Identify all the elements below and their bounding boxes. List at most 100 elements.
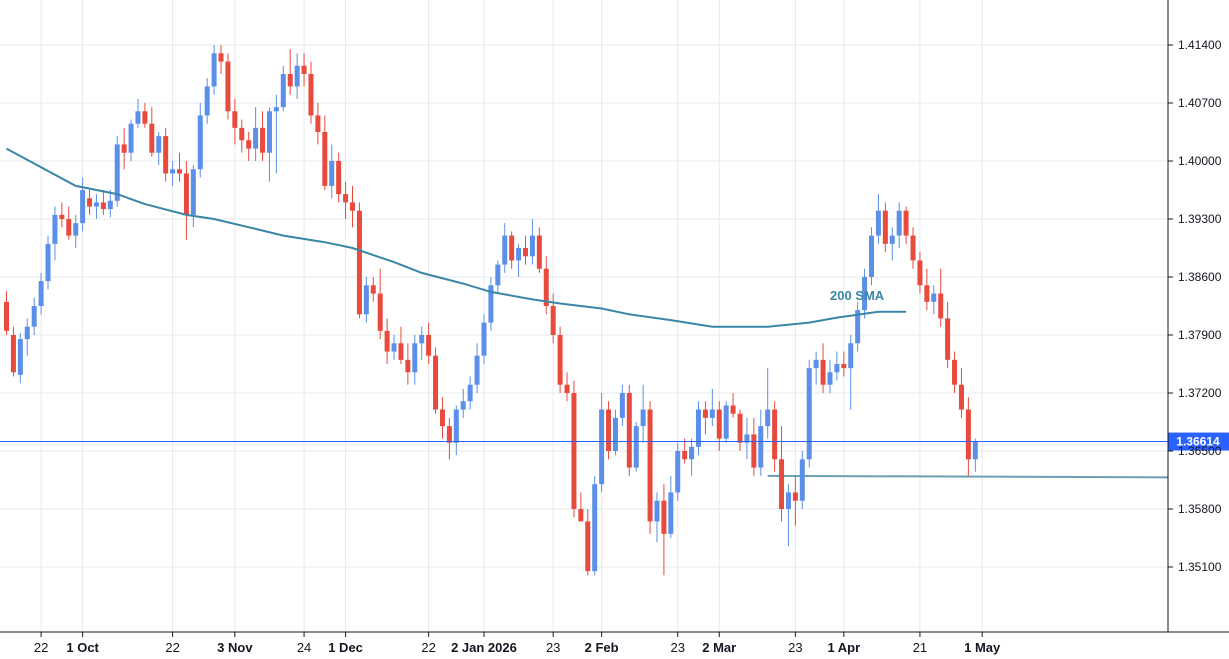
x-tick-label: 21 (913, 640, 927, 655)
candle-body (419, 335, 425, 344)
candle (612, 409, 618, 456)
candle (550, 293, 556, 344)
candle-body (322, 132, 328, 186)
support-line-layer (767, 474, 1169, 479)
candle (308, 61, 314, 124)
candle (453, 405, 459, 456)
candle-body (744, 434, 750, 443)
candle (59, 202, 65, 228)
candle-body (273, 107, 279, 112)
candle (433, 347, 439, 414)
candle (10, 326, 16, 377)
candle-body (308, 74, 314, 116)
candle-body (550, 306, 556, 335)
candle-body (488, 285, 494, 323)
candle-body (585, 521, 591, 572)
candle-body (682, 451, 688, 460)
candle-body (689, 446, 695, 460)
candle-body (862, 277, 868, 311)
candle-body (363, 285, 369, 315)
candle-body (647, 409, 653, 522)
candle (315, 103, 321, 145)
x-tick-label: 23 (546, 640, 560, 655)
candle (391, 335, 397, 360)
candle (523, 235, 528, 265)
candle-body (433, 355, 439, 410)
candle (17, 333, 23, 384)
candle (343, 181, 349, 219)
candle (246, 132, 252, 161)
candle (654, 492, 660, 543)
candle-body (523, 248, 528, 257)
candle (287, 49, 293, 95)
candle (170, 161, 176, 186)
candle (142, 103, 148, 128)
candle (197, 103, 203, 178)
candle (190, 165, 196, 228)
candle-body (640, 409, 646, 427)
candle-body (599, 409, 605, 485)
candle-body (578, 509, 584, 522)
candle (958, 368, 964, 418)
candle-body (834, 364, 840, 373)
candle-body (315, 115, 321, 132)
candle-body (737, 413, 743, 443)
candle-body (260, 127, 266, 153)
y-tick-label: 1.37200 (1178, 386, 1222, 400)
candle-body (80, 190, 86, 224)
candle-body (536, 235, 542, 269)
candle-body (377, 293, 383, 331)
candle (889, 227, 895, 261)
candle (792, 475, 798, 526)
candle (370, 277, 376, 302)
candle-body (246, 140, 252, 149)
candle (177, 152, 182, 182)
candle (758, 409, 764, 476)
x-tick-label: 24 (297, 640, 311, 655)
candle-body (779, 459, 785, 509)
candle-body (702, 409, 708, 418)
y-tick-label: 1.41400 (1178, 38, 1222, 52)
candle (882, 202, 888, 253)
candle-body (751, 434, 757, 468)
candle (356, 202, 362, 319)
candle-body (564, 384, 570, 393)
x-tick-label: 23 (788, 640, 802, 655)
candle-body (329, 161, 335, 186)
candle (114, 136, 120, 207)
candle-body (675, 451, 681, 493)
candle (606, 401, 612, 460)
candle-body (45, 243, 51, 282)
candle-body (52, 214, 58, 244)
candle-body (820, 359, 826, 385)
candle (52, 206, 58, 261)
candle (779, 426, 785, 522)
sma-layer: 200 SMA (6, 147, 907, 328)
candle-body (391, 343, 397, 352)
candle (135, 98, 141, 128)
candle-body (696, 409, 701, 447)
candle (266, 107, 272, 182)
candle (965, 397, 971, 476)
candle (260, 111, 266, 161)
candle (696, 401, 701, 456)
candle (121, 127, 127, 170)
candle-body (813, 359, 819, 369)
candle-body (66, 219, 72, 236)
candle-body (73, 223, 79, 236)
candle-body (439, 409, 445, 427)
y-tick-label: 1.40000 (1178, 154, 1222, 168)
candle-body (730, 405, 736, 414)
candle (211, 45, 217, 95)
candle-body (806, 368, 812, 460)
candle (661, 484, 667, 576)
candle-body (128, 123, 134, 153)
candle-body (87, 198, 93, 207)
grid (0, 0, 1168, 632)
candle (910, 227, 916, 269)
candle-body (592, 484, 598, 572)
candle (100, 190, 106, 215)
candle-body (142, 111, 148, 124)
